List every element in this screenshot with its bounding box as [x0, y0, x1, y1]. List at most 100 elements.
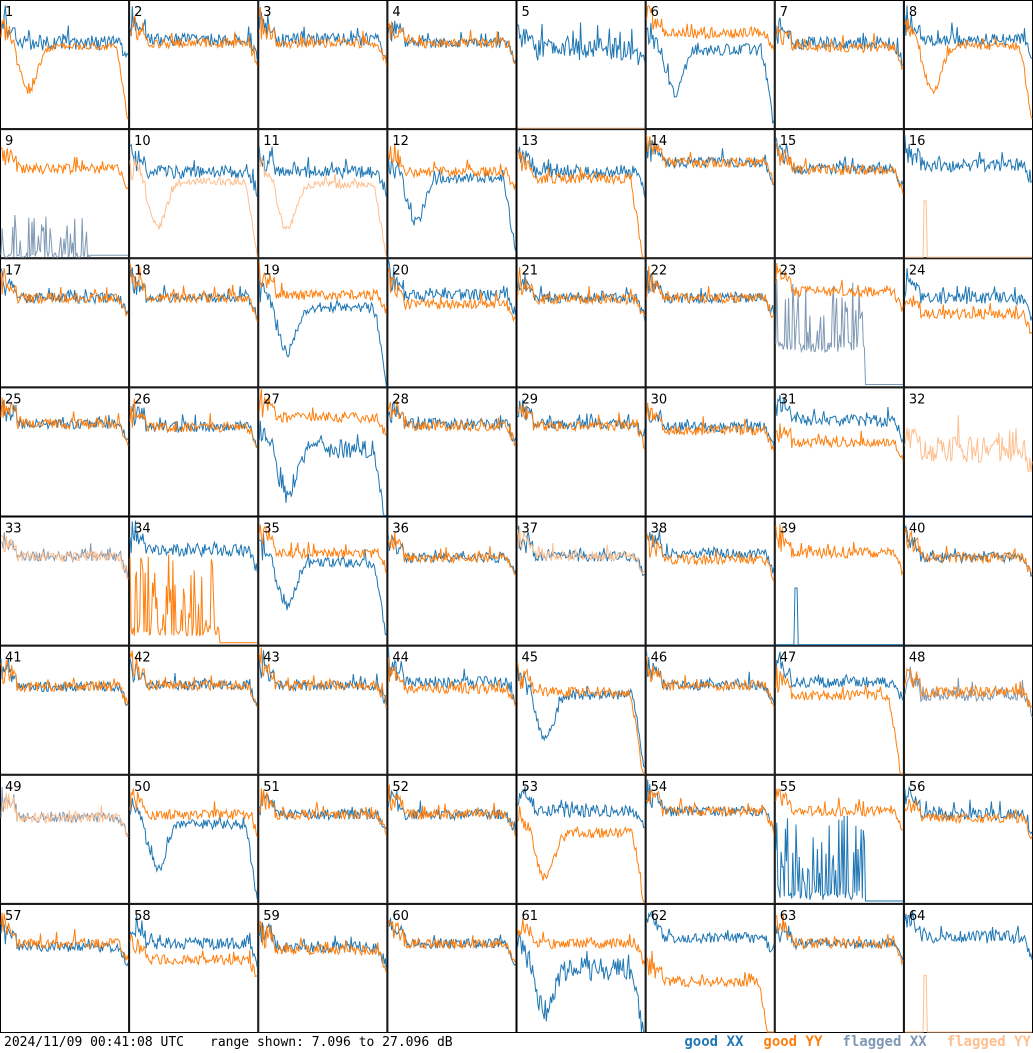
panel-label: 4 [392, 5, 400, 20]
series-xx-trace [387, 259, 516, 317]
legend: good XX good YY flagged XX flagged YY [684, 1034, 1031, 1050]
panel-label: 14 [651, 134, 668, 149]
series-xx-trace [775, 394, 904, 444]
panel-12: 12 [387, 129, 517, 259]
panel-frame [774, 774, 904, 904]
footer-bar: 2024/11/09 00:41:08 UTC range shown: 7.0… [0, 1033, 1033, 1053]
series-xx-trace [646, 530, 775, 574]
series-xx-trace [0, 5, 129, 59]
series-xx-trace [258, 533, 387, 636]
panel-55: 55 [774, 774, 904, 904]
panel-4: 4 [387, 0, 517, 130]
series-yy-trace [904, 798, 1033, 840]
series-yy-trace [258, 920, 387, 974]
panel-label: 31 [780, 392, 797, 407]
series-xx-trace [387, 400, 516, 443]
panel-label: 7 [780, 5, 788, 20]
panel-3: 3 [258, 0, 388, 130]
series-xx-trace [775, 815, 903, 902]
series-yy-trace [0, 535, 129, 580]
panel-25: 25 [0, 387, 130, 517]
panel-44: 44 [387, 645, 517, 775]
series-yy-trace [258, 788, 387, 836]
panel-frame [645, 645, 775, 775]
panel-16: 16 [903, 129, 1033, 259]
series-xx-trace [904, 909, 1033, 960]
panel-label: 20 [392, 263, 409, 278]
series-xx-trace [775, 137, 904, 187]
series-yy-trace [387, 21, 516, 65]
series-yy-trace [646, 655, 775, 707]
panel-frame [129, 258, 259, 388]
series-yy-trace [258, 156, 387, 258]
series-yy-trace [258, 389, 387, 436]
series-yy-trace [258, 6, 387, 66]
panel-24: 24 [903, 258, 1033, 388]
panel-label: 9 [5, 134, 13, 149]
panel-frame [0, 387, 130, 517]
panel-29: 29 [516, 387, 646, 517]
panel-label: 63 [780, 909, 797, 924]
series-yy-trace [904, 17, 1033, 119]
panel-label: 35 [263, 522, 280, 537]
series-yy-trace [0, 912, 129, 961]
panel-label: 26 [134, 392, 151, 407]
panel-48: 48 [903, 645, 1033, 775]
panel-frame [129, 774, 259, 904]
series-xx-trace [258, 10, 387, 61]
panel-11: 11 [258, 129, 388, 259]
panel-21: 21 [516, 258, 646, 388]
panel-label: 56 [909, 780, 926, 795]
panel-34: 34 [129, 516, 259, 646]
series-yy-trace [646, 266, 775, 319]
series-yy-trace [129, 788, 258, 838]
panel-26: 26 [129, 387, 259, 517]
panel-label: 5 [522, 5, 530, 20]
panel-label: 58 [134, 909, 151, 924]
panel-label: 22 [651, 263, 668, 278]
panel-label: 38 [651, 522, 668, 537]
series-yy-trace [904, 295, 1033, 335]
series-yy-trace [775, 263, 904, 312]
panel-label: 6 [651, 5, 659, 20]
panel-frame [387, 774, 517, 904]
series-xx-trace [775, 651, 904, 701]
panel-frame [516, 516, 646, 646]
series-yy-trace [387, 784, 516, 838]
panel-label: 12 [392, 134, 409, 149]
panel-52: 52 [387, 774, 517, 904]
panel-frame [258, 387, 388, 517]
panel-frame [0, 129, 130, 259]
series-xx-trace [129, 520, 258, 573]
panel-frame [258, 129, 388, 259]
panel-59: 59 [258, 903, 388, 1033]
panel-40: 40 [903, 516, 1033, 646]
timestamp-label: 2024/11/09 00:41:08 UTC [4, 1035, 185, 1050]
panel-58: 58 [129, 903, 259, 1033]
panel-43: 43 [258, 645, 388, 775]
series-xx-trace [904, 785, 1033, 835]
panel-label: 27 [263, 392, 280, 407]
panel-frame [0, 258, 130, 388]
panel-57: 57 [0, 903, 130, 1033]
panel-frame [129, 516, 259, 646]
series-yy-trace [387, 400, 516, 447]
series-yy-trace [775, 26, 904, 71]
series-yy-trace [129, 158, 258, 258]
panel-frame [645, 258, 775, 388]
panel-frame [0, 903, 130, 1033]
series-yy-trace [258, 524, 387, 575]
panel-63: 63 [774, 903, 904, 1033]
series-xx-trace [646, 910, 775, 953]
panel-label: 64 [909, 909, 926, 924]
series-xx-trace [517, 525, 645, 576]
series-yy-trace [775, 143, 904, 194]
panel-frame [516, 258, 646, 388]
panel-54: 54 [645, 774, 775, 904]
panel-42: 42 [129, 645, 259, 775]
panel-label: 46 [651, 651, 668, 666]
series-xx-trace [904, 5, 1033, 59]
panel-label: 34 [134, 522, 151, 537]
